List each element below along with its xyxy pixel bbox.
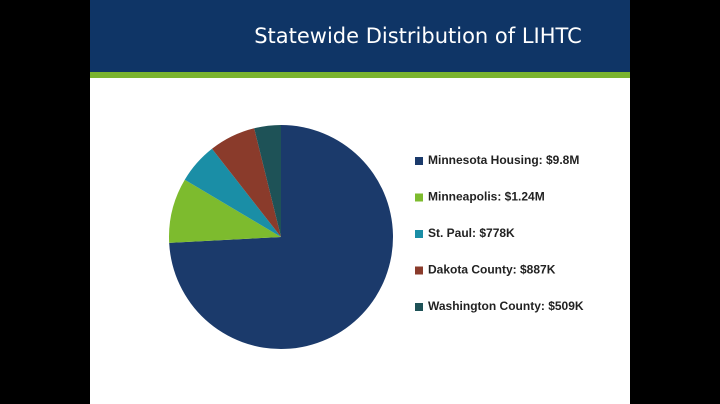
legend-label: St. Paul: $778K <box>428 226 515 240</box>
header-band <box>90 0 630 72</box>
pie-slice <box>184 148 281 237</box>
pie-slice <box>211 128 281 237</box>
legend-swatch <box>415 193 423 202</box>
header-rule <box>90 72 630 78</box>
legend-swatch <box>415 230 423 238</box>
pie-slice <box>254 125 281 237</box>
legend-swatch <box>415 157 423 165</box>
legend-label: Minneapolis: $1.24M <box>428 190 545 204</box>
legend-swatch <box>415 266 423 275</box>
pie-slice <box>169 125 393 349</box>
legend-swatch <box>415 303 423 311</box>
legend-label: Washington County: $509K <box>428 299 584 313</box>
legend-label: Dakota County: $887K <box>428 263 556 277</box>
pie-slice <box>169 179 281 243</box>
legend-label: Minnesota Housing: $9.8M <box>428 153 579 167</box>
chart-title: Statewide Distribution of LIHTC <box>254 24 582 48</box>
